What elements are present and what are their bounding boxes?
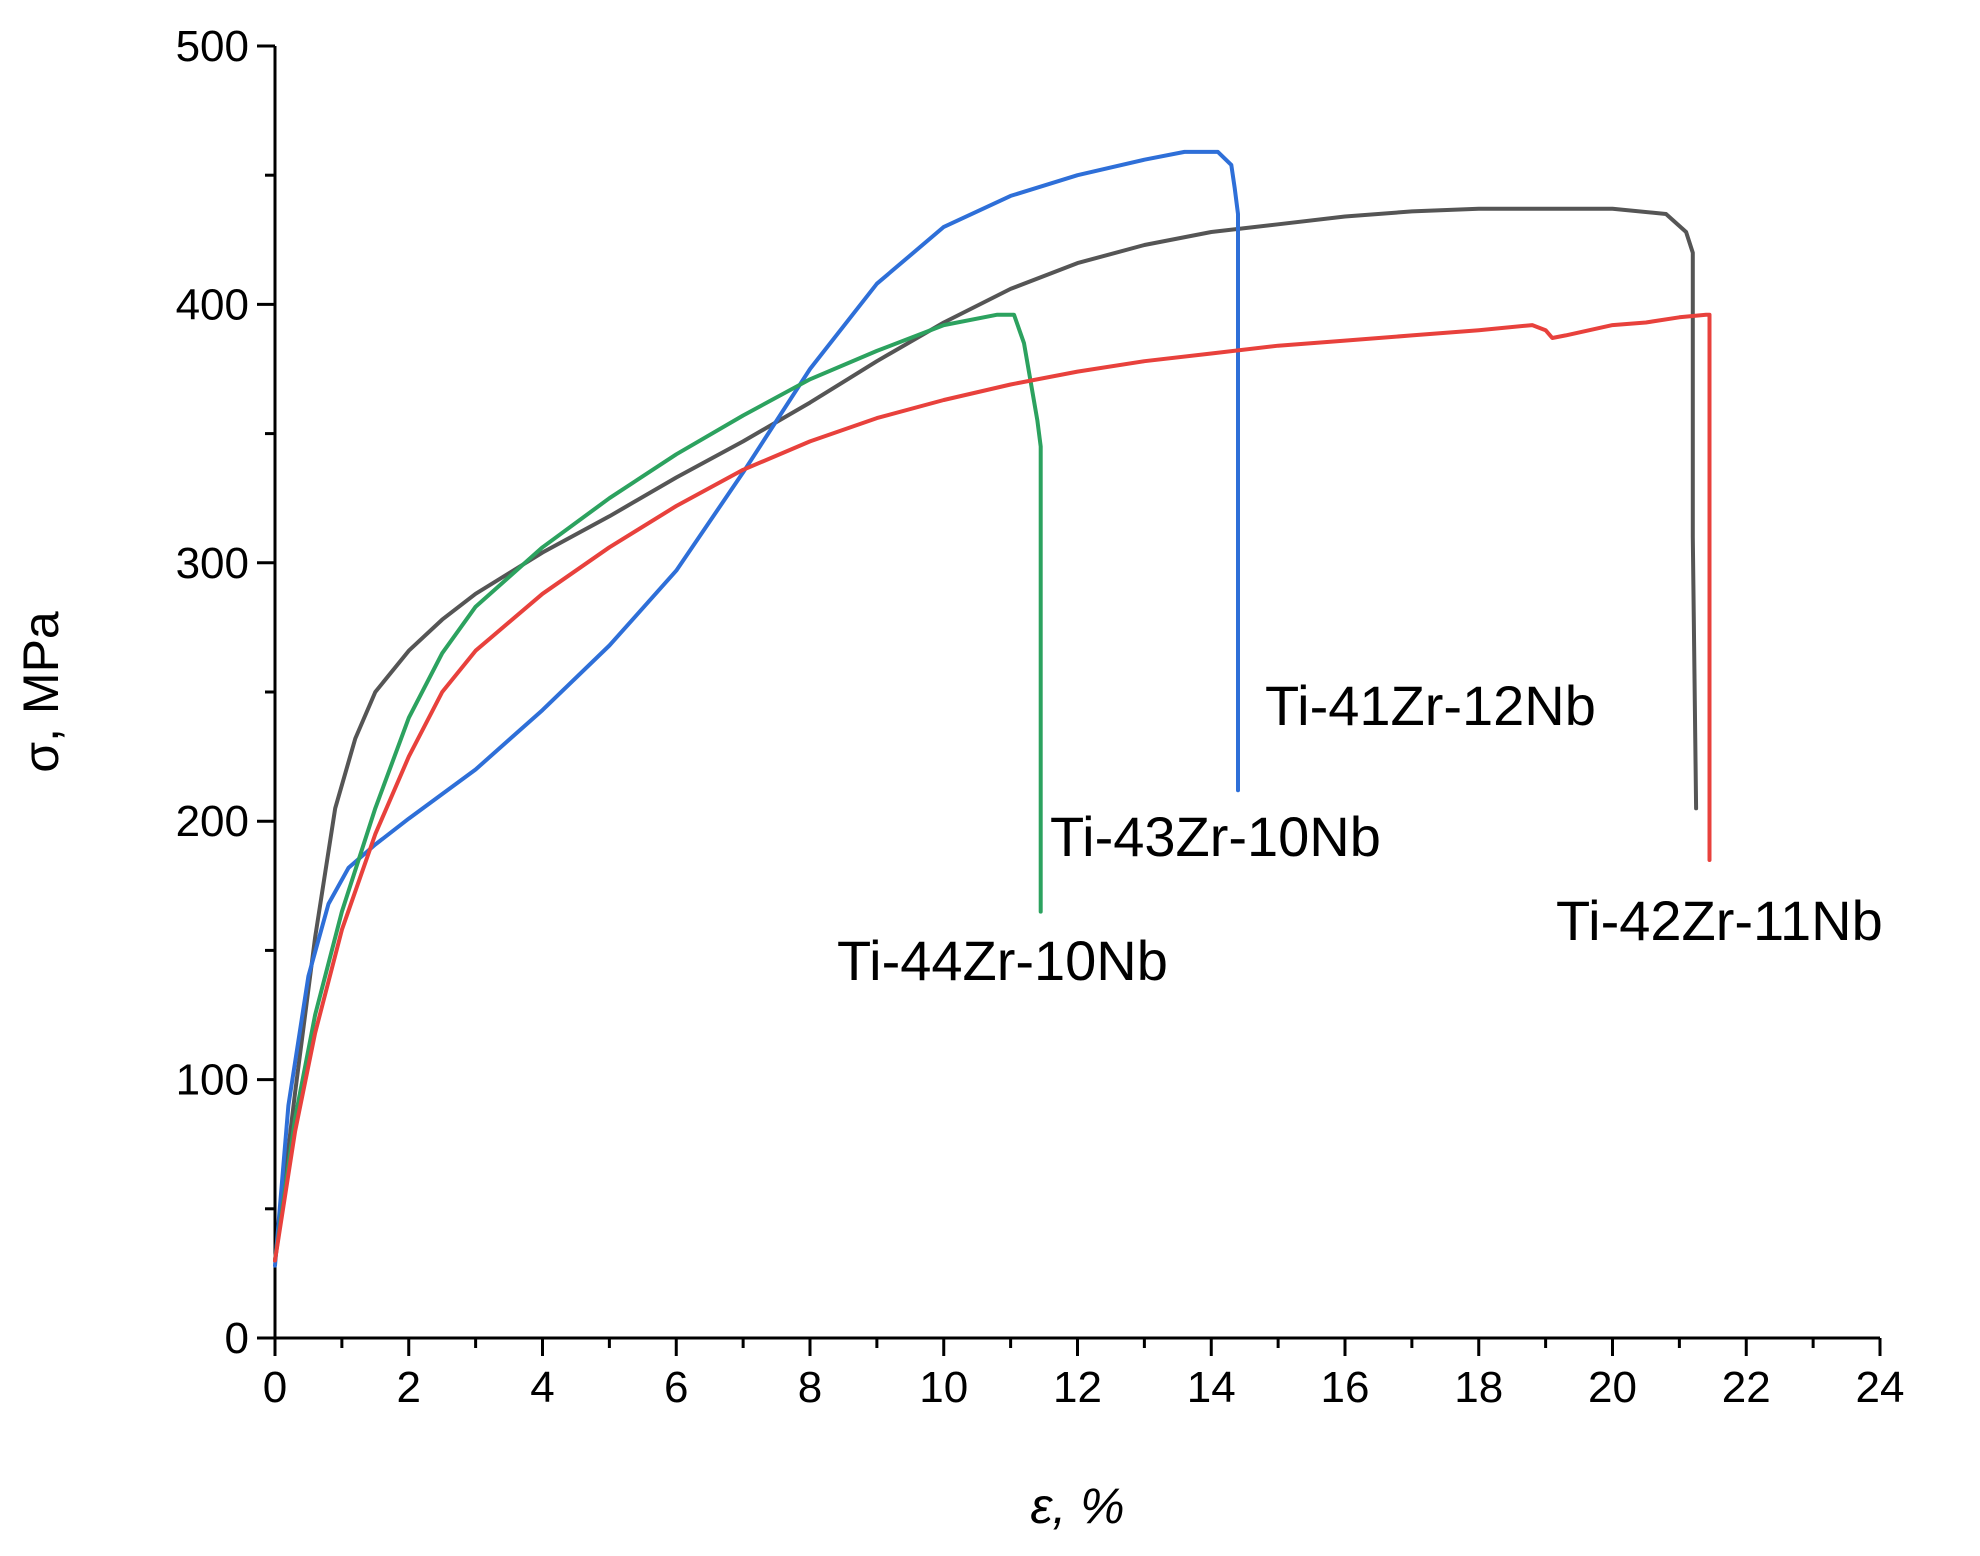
x-tick-label: 24	[1856, 1363, 1905, 1412]
y-tick-label: 0	[225, 1314, 249, 1363]
x-tick-label: 6	[664, 1363, 688, 1412]
x-tick-label: 16	[1321, 1363, 1370, 1412]
x-tick-label: 10	[919, 1363, 968, 1412]
y-axis-title: σ, MPa	[13, 611, 69, 773]
y-tick-label: 300	[176, 539, 249, 588]
series-labels: Ti-41Zr-12Nb Ti-43Zr-10Nb Ti-44Zr-10Nb Ti-4…	[837, 674, 1883, 992]
series-line-ti-44zr-10nb	[273, 312, 1043, 1263]
y-tick-label: 400	[176, 280, 249, 329]
x-tick-label: 2	[397, 1363, 421, 1412]
series-lines	[273, 149, 1712, 1268]
x-tick-label: 14	[1187, 1363, 1236, 1412]
series-label-ti-43zr-10nb: Ti-43Zr-10Nb	[1050, 805, 1381, 868]
series-line-ti-42zr-11nb	[273, 312, 1712, 1263]
y-tick-label: 200	[176, 797, 249, 846]
series-label-ti-41zr-12nb: Ti-41Zr-12Nb	[1265, 674, 1596, 737]
x-tick-label: 4	[530, 1363, 554, 1412]
series-label-ti-44zr-10nb: Ti-44Zr-10Nb	[837, 929, 1168, 992]
x-axis-title: ε, %	[1030, 1478, 1124, 1534]
x-ticks: 0 2 4 6 8 10 12 14 16 18 20 22 24	[263, 1338, 1905, 1412]
series-label-ti-42zr-11nb: Ti-42Zr-11Nb	[1556, 889, 1883, 952]
y-tick-label: 100	[176, 1056, 249, 1105]
series-line-ti-43zr-10nb	[273, 149, 1240, 1268]
x-tick-label: 12	[1053, 1363, 1102, 1412]
x-tick-label: 20	[1588, 1363, 1637, 1412]
y-ticks: 0 100 200 300 400 500	[176, 22, 275, 1363]
x-tick-label: 0	[263, 1363, 287, 1412]
y-tick-label: 500	[176, 22, 249, 71]
x-tick-label: 22	[1722, 1363, 1771, 1412]
x-tick-label: 8	[798, 1363, 822, 1412]
series-line-ti-41zr-12nb	[273, 206, 1699, 1263]
x-tick-label: 18	[1454, 1363, 1503, 1412]
